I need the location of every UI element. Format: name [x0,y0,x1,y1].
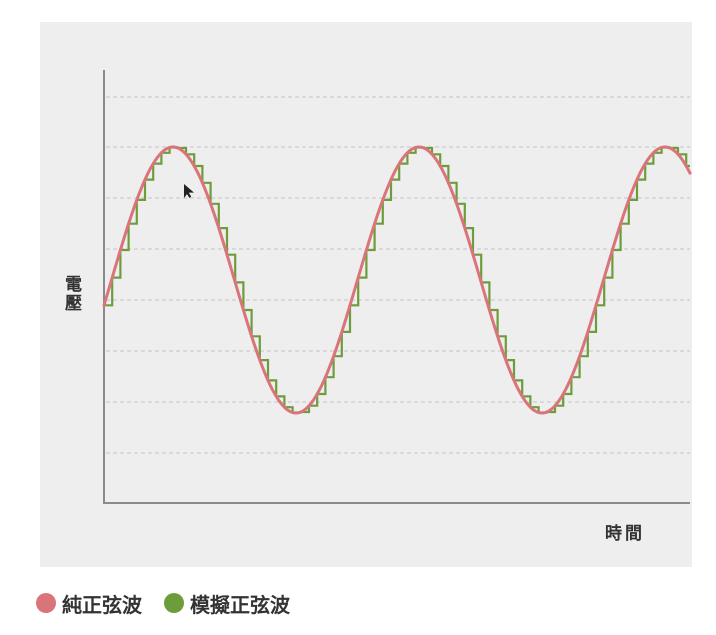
series-line-pure-sine [102,145,692,415]
x-axis-label: 時間 [605,524,645,544]
legend-item-modified-sine: 模擬正弦波 [164,589,290,618]
legend-swatch-modified-sine [164,593,184,613]
legend-label-pure-sine: 純正弦波 [62,592,142,617]
y-axis-label: 電壓 [61,275,81,313]
legend-swatch-pure-sine [36,593,56,613]
mouse-cursor-icon [184,184,194,198]
chart-panel [40,22,692,567]
legend-item-pure-sine: 純正弦波 [36,589,142,618]
legend-label-modified-sine: 模擬正弦波 [190,592,290,617]
legend: 純正弦波 模擬正弦波 [36,588,312,618]
